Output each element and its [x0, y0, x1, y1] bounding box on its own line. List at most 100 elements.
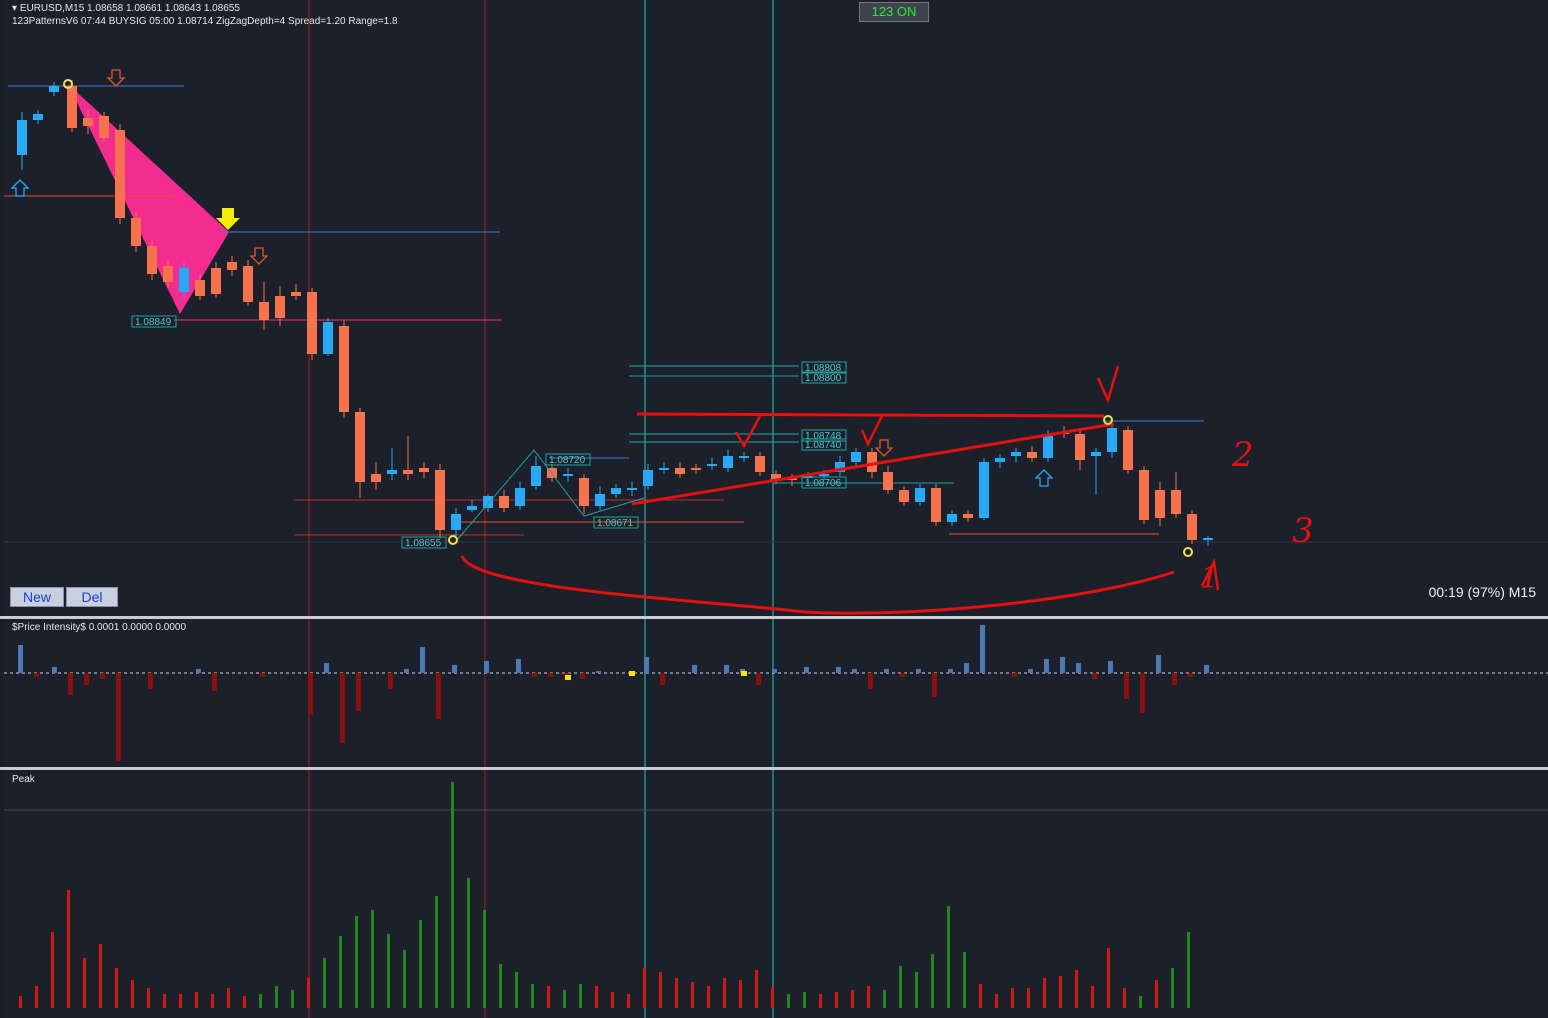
- intensity-bar: [804, 667, 809, 673]
- peak-bar: [611, 992, 614, 1008]
- bear-candle: [435, 470, 445, 530]
- intensity-bar: [420, 647, 425, 673]
- bear-candle: [67, 86, 77, 128]
- intensity-bar: [52, 667, 57, 673]
- price-label: 1.08740: [805, 440, 842, 451]
- intensity-bar: [1092, 673, 1097, 679]
- peak-bar: [83, 958, 86, 1008]
- bull-candle: [451, 514, 461, 530]
- annotation-number: 2: [1231, 435, 1254, 475]
- intensity-bar: [1156, 655, 1161, 673]
- intensity-bar: [980, 625, 985, 673]
- peak-bar: [771, 988, 774, 1008]
- peak-bar: [723, 978, 726, 1008]
- peak-bar: [275, 986, 278, 1008]
- intensity-bar: [260, 673, 265, 677]
- annotation-number: 1: [1200, 561, 1219, 596]
- bear-candle: [227, 262, 237, 270]
- intensity-bar: [436, 673, 441, 719]
- intensity-bar: [596, 671, 601, 673]
- peak-bar: [691, 982, 694, 1008]
- intensity-bar: [660, 673, 665, 685]
- peak-bar: [99, 944, 102, 1008]
- bear-candle: [275, 296, 285, 318]
- peak-bar: [883, 990, 886, 1008]
- bull-candle: [595, 494, 605, 506]
- bull-candle: [1043, 436, 1053, 458]
- bull-candle: [947, 514, 957, 522]
- bear-candle: [99, 116, 109, 138]
- price-label: 1.08720: [549, 455, 586, 466]
- peak-bar: [339, 936, 342, 1008]
- intensity-bar: [964, 663, 969, 673]
- intensity-bar: [196, 669, 201, 673]
- peak-bar: [963, 952, 966, 1008]
- main-chart-pane[interactable]: 1.08849 1.08655 1.08720 1.08671 1.08808 1.088…: [4, 0, 1548, 616]
- intensity-bar: [724, 665, 729, 673]
- peak-bar: [1171, 968, 1174, 1008]
- price-intensity-title: $Price Intensity$ 0.0001 0.0000 0.0000: [12, 622, 186, 633]
- new-button[interactable]: New: [10, 587, 64, 607]
- intensity-bar: [1140, 673, 1145, 713]
- intensity-bar: [692, 665, 697, 673]
- intensity-bar: [1188, 673, 1193, 677]
- bear-candle: [147, 246, 157, 274]
- bear-candle: [163, 266, 173, 282]
- peak-bar: [659, 972, 662, 1008]
- intensity-marker: [629, 671, 635, 676]
- bear-candle: [1171, 490, 1181, 514]
- down-arrow-icon: [251, 248, 267, 264]
- status-badge: 123 ON: [859, 2, 929, 22]
- peak-bar: [787, 994, 790, 1008]
- intensity-bar: [580, 673, 585, 679]
- intensity-bar: [308, 673, 313, 715]
- peak-bar: [403, 950, 406, 1008]
- intensity-bar: [932, 673, 937, 697]
- intensity-bar: [1204, 665, 1209, 673]
- bull-candle: [1091, 452, 1101, 456]
- peak-bar: [899, 966, 902, 1008]
- bear-candle: [755, 456, 765, 472]
- down-arrow-icon: [108, 70, 124, 86]
- bear-candle: [499, 496, 509, 508]
- peak-bar: [867, 986, 870, 1008]
- bull-candle: [643, 470, 653, 486]
- peak-bar: [739, 980, 742, 1008]
- peak-bar: [243, 996, 246, 1008]
- peak-bar: [1123, 988, 1126, 1008]
- candlestick-chart[interactable]: 1.08849 1.08655 1.08720 1.08671 1.088081.088…: [4, 0, 1548, 616]
- peak-bar: [579, 984, 582, 1008]
- peak-bar: [707, 986, 710, 1008]
- indicator-info: 123PatternsV6 07:44 BUYSIG 05:00 1.08714…: [12, 16, 398, 27]
- peak-pane[interactable]: Peak: [4, 770, 1548, 1018]
- price-label: 1.08849: [135, 317, 172, 328]
- intensity-bar: [1012, 673, 1017, 677]
- peak-bar: [531, 984, 534, 1008]
- bear-candle: [403, 470, 413, 474]
- bear-candle: [1139, 470, 1149, 520]
- bear-candle: [1123, 430, 1133, 470]
- price-label: 1.08655: [405, 538, 442, 549]
- peak-bar: [1155, 980, 1158, 1008]
- bear-candle: [307, 292, 317, 354]
- bull-candle: [995, 458, 1005, 462]
- peak-bar: [675, 978, 678, 1008]
- peak-bar: [947, 906, 950, 1008]
- peak-bar: [1043, 978, 1046, 1008]
- peak-bar: [259, 994, 262, 1008]
- peak-bar: [803, 992, 806, 1008]
- bear-candle: [931, 488, 941, 522]
- bull-candle: [739, 456, 749, 458]
- intensity-bar: [1028, 669, 1033, 673]
- peak-bar: [371, 910, 374, 1008]
- dropdown-icon[interactable]: ▾: [12, 3, 17, 14]
- del-button[interactable]: Del: [66, 587, 118, 607]
- intensity-bar: [884, 669, 889, 673]
- bull-candle: [1107, 428, 1117, 452]
- peak-bar: [1011, 988, 1014, 1008]
- price-intensity-pane[interactable]: $Price Intensity$ 0.0001 0.0000 0.0000: [4, 619, 1548, 767]
- bear-candle: [243, 266, 253, 302]
- intensity-bar: [404, 669, 409, 673]
- bull-candle: [323, 322, 333, 354]
- bear-candle: [691, 468, 701, 470]
